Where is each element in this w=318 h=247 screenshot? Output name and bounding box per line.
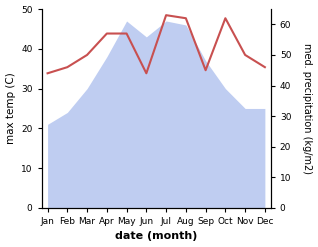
X-axis label: date (month): date (month) [115, 231, 197, 242]
Y-axis label: max temp (C): max temp (C) [5, 73, 16, 144]
Y-axis label: med. precipitation (kg/m2): med. precipitation (kg/m2) [302, 43, 313, 174]
